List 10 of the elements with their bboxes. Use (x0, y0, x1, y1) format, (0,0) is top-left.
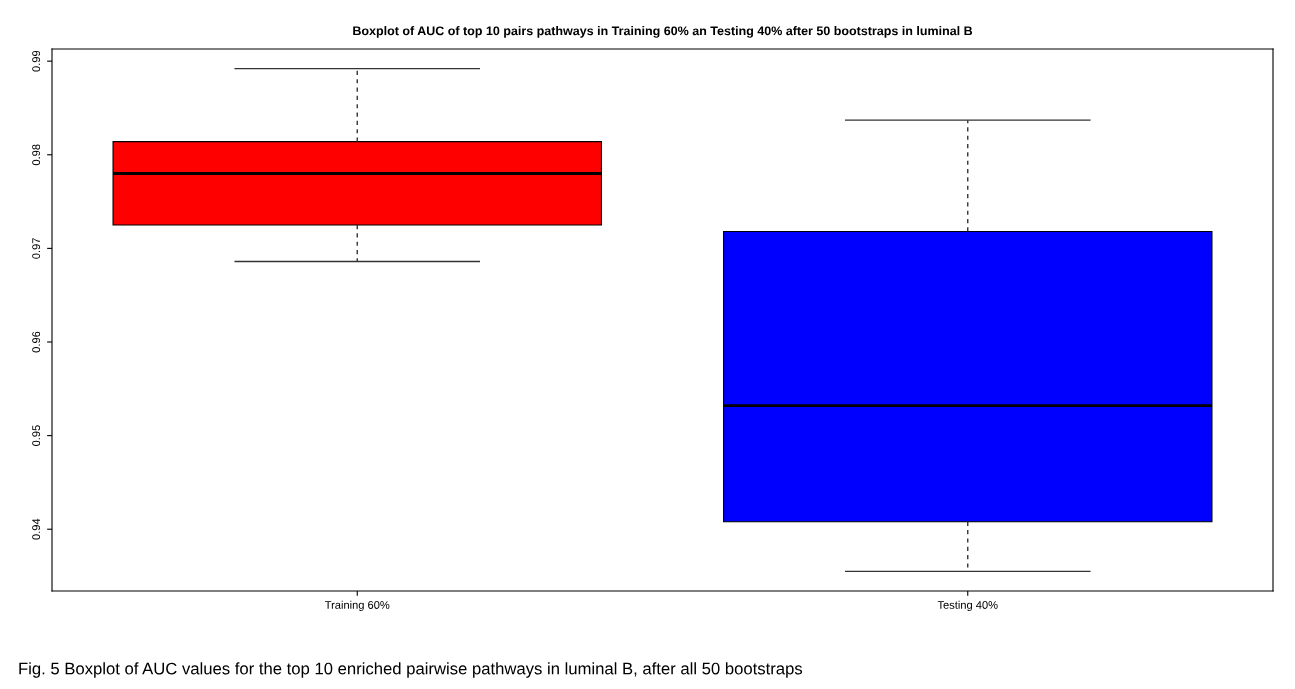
x-tick-label: Testing 40% (937, 600, 998, 612)
y-tick-label: 0.98 (32, 144, 41, 166)
y-tick-label: 0.95 (32, 425, 41, 446)
y-tick-label: 0.96 (32, 331, 41, 353)
y-tick-label: 0.94 (32, 518, 41, 540)
x-tick-label: Training 60% (324, 600, 390, 612)
caption: Fig. 5 Boxplot of AUC values for the top 10 enriched pairwise pathways in luminal B, after all 50 bootstraps (19, 662, 803, 678)
chart-title: Boxplot of AUC of top 10 pairs pathways in Training 60% an Testing 40% after 50 bootstraps in luminal B (353, 26, 973, 38)
y-tick-label: 0.97 (32, 238, 41, 259)
y-tick-label: 0.99 (32, 50, 41, 72)
